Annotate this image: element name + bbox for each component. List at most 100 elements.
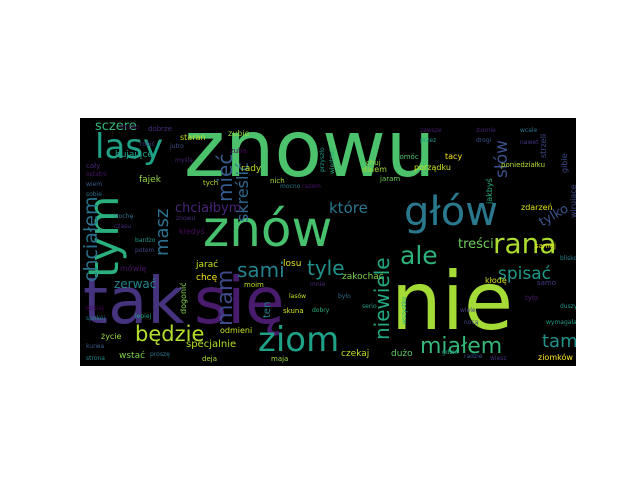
word-troche: trochę: [114, 213, 134, 220]
word-wiedzial: wiedział: [329, 149, 336, 174]
word-wiem: wiem: [86, 181, 103, 188]
word-zdarzen: zdarzeń: [521, 203, 553, 212]
word-znow: znów: [203, 200, 333, 258]
word-tam: tam: [542, 331, 576, 352]
word-samej: samej: [535, 242, 557, 250]
word-robic: robić: [140, 141, 155, 148]
word-lasy: lasy: [95, 127, 164, 167]
word-ziomkow: ziomków: [538, 353, 573, 362]
word-wiele: wiele: [460, 307, 476, 314]
word-kiedys: kiedyś: [179, 227, 205, 236]
word-lepiej: lepiej: [135, 313, 152, 320]
word-zerwac: zerwać: [114, 277, 157, 291]
word-bedzie: będzie: [135, 322, 205, 346]
word-ostatni: ostatni: [86, 171, 107, 178]
word-blisko: blisko: [560, 255, 576, 262]
word-dogonic: dogonić: [179, 282, 188, 314]
word-chuj: chuj: [366, 159, 381, 167]
word-mialem: miałem: [420, 334, 503, 359]
word-mialo: miało: [120, 123, 140, 131]
word-znowu: znowu: [184, 118, 436, 195]
word-wszystko: wszystko: [401, 296, 408, 324]
word-nie: nie: [391, 255, 514, 348]
word-staran: staran: [180, 133, 206, 142]
word-znowu-small: znowu: [176, 215, 196, 222]
word-serio: serio: [362, 303, 377, 310]
word-przyszlo: przyszło: [319, 147, 326, 172]
word-caly: cały: [86, 162, 101, 170]
word-chcialbym: chciałbym: [175, 201, 242, 216]
word-ale: ale: [400, 241, 438, 270]
word-ktore: które: [329, 199, 368, 217]
word-tyle: tyle: [307, 256, 345, 280]
word-chcialem: chciałem: [80, 196, 102, 282]
word-tacy: tacy: [445, 152, 463, 161]
word-nich: nich: [270, 177, 285, 185]
word-specjalnie: specjalnie: [186, 339, 237, 350]
word-ziom: ziom: [258, 320, 340, 360]
word-chce: chcę: [196, 273, 218, 283]
word-noca: nocą: [464, 319, 479, 326]
word-czekaj: czekaj: [341, 349, 370, 359]
word-deja: deja: [202, 355, 217, 363]
word-klode: kłodę: [485, 276, 507, 285]
word-sie: się: [194, 265, 285, 339]
word-odmieni: odmieni: [220, 326, 253, 335]
word-duszy: duszy: [560, 303, 576, 310]
word-duzo: dużo: [391, 349, 413, 359]
word-rana: rana: [493, 227, 557, 260]
word-tylo: tyło: [525, 294, 539, 302]
word-razem: razem: [302, 183, 321, 190]
word-przez: przez: [420, 137, 437, 144]
word-sczere: sczere: [95, 119, 137, 134]
word-wiesz: wiesz: [490, 355, 507, 362]
word-losu: losu: [283, 259, 302, 269]
word-sobie: sobie: [86, 191, 102, 198]
word-strzeli: strzeli: [539, 133, 548, 158]
word-tak: tak: [83, 265, 185, 339]
word-daiem: daiem: [362, 165, 387, 174]
word-niewiele: niewiele: [370, 257, 394, 340]
word-bujajace: bujające: [115, 150, 153, 160]
word-skuna: skuna: [283, 307, 304, 315]
word-wymagala: wymagała: [546, 319, 576, 326]
word-drogi: drogi: [476, 137, 492, 144]
word-wirujace: wirujące: [569, 184, 576, 218]
word-mocno: mocno: [280, 183, 301, 190]
word-zakochac: zakochać: [342, 272, 384, 282]
word-czasu: czasu: [114, 223, 132, 230]
word-samo: samo: [537, 279, 557, 287]
word-zycie: życie: [101, 332, 122, 341]
word-mysla: myślą: [175, 157, 193, 164]
word-kurwa: kurwa: [86, 343, 105, 350]
word-dobry: dobry: [312, 307, 330, 314]
word-ten: ten: [262, 301, 273, 318]
word-mam: mam: [213, 269, 238, 326]
word-fajek: fajek: [139, 175, 161, 185]
word-zuba: zuba: [230, 147, 247, 155]
word-glow: głów: [404, 189, 498, 235]
word-zawsze: zawsze: [420, 127, 442, 134]
word-nawet: nawet: [520, 139, 539, 146]
word-tych: tych: [203, 179, 219, 187]
word-mnie: mnie: [310, 281, 326, 288]
word-jutro: jutro: [170, 143, 184, 150]
word-lasow: lasów: [289, 293, 307, 300]
word-masz: masz: [152, 208, 173, 256]
word-jarac: jarać: [196, 260, 219, 270]
word-slow: słów: [492, 140, 512, 178]
word-porzadku: porządku: [414, 163, 451, 172]
word-wcale: wcale: [520, 127, 538, 134]
word-zubie: zubie: [228, 129, 250, 138]
word-maja: maja: [271, 355, 289, 363]
word-potem: potem: [135, 247, 155, 254]
word-strona: strona: [86, 355, 105, 362]
word-gibie: gibie: [560, 153, 569, 173]
word-dzisiaj: dzisiaj: [85, 305, 104, 312]
word-miec: mieć: [213, 153, 237, 202]
word-dobrze: dobrze: [148, 125, 173, 133]
word-pomoc: pomóc: [395, 153, 419, 161]
wordcloud-canvas: znowu tak się nie znów głów tym lasy zio…: [80, 118, 576, 366]
word-moim: moim: [244, 281, 264, 289]
word-wstac: wstać: [119, 351, 146, 361]
